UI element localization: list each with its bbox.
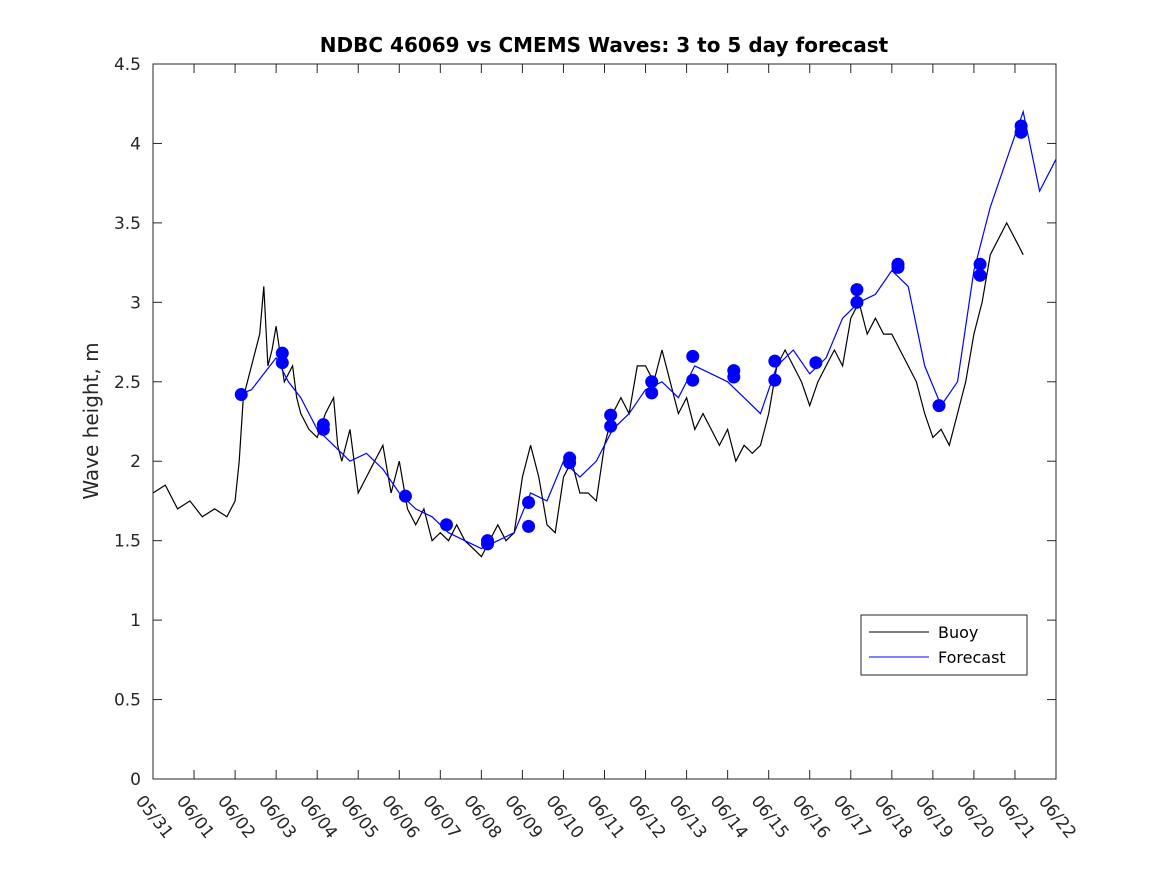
y-tick-label: 3.5: [114, 214, 141, 234]
y-tick-label: 4.5: [114, 55, 141, 75]
legend-box: [860, 614, 1028, 676]
forecast-marker: [973, 257, 987, 271]
forecast-marker: [234, 387, 248, 401]
forecast-marker: [275, 356, 289, 370]
forecast-marker: [522, 496, 536, 510]
forecast-marker: [398, 489, 412, 503]
y-tick-label: 2: [130, 452, 141, 472]
forecast-marker: [768, 354, 782, 368]
legend-buoy-label: Buoy: [938, 623, 978, 642]
forecast-marker: [727, 370, 741, 384]
forecast-marker: [481, 537, 495, 551]
forecast-marker: [686, 349, 700, 363]
y-tick-label: 3: [130, 293, 141, 313]
forecast-marker: [891, 260, 905, 274]
legend: Buoy Forecast: [860, 614, 1028, 676]
forecast-marker: [645, 386, 659, 400]
y-tick-label: 1: [130, 611, 141, 631]
forecast-marker: [604, 419, 618, 433]
y-tick-label: 0: [130, 770, 141, 790]
chart-title: NDBC 46069 vs CMEMS Waves: 3 to 5 day fo…: [320, 33, 889, 57]
forecast-marker: [1014, 125, 1028, 139]
legend-forecast-label: Forecast: [938, 648, 1006, 667]
forecast-marker: [439, 518, 453, 532]
forecast-marker: [316, 422, 330, 436]
y-tick-label: 4: [130, 134, 141, 154]
forecast-marker: [768, 373, 782, 387]
y-axis-label: Wave height, m: [79, 342, 103, 499]
forecast-marker: [973, 268, 987, 282]
y-tick-label: 1.5: [114, 532, 141, 552]
forecast-marker: [809, 356, 823, 370]
y-tick-label: 2.5: [114, 373, 141, 393]
forecast-marker: [932, 399, 946, 413]
forecast-marker: [522, 519, 536, 533]
forecast-marker: [850, 283, 864, 297]
forecast-marker: [850, 295, 864, 309]
forecast-marker: [686, 373, 700, 387]
series-line-buoy: [152, 221, 1024, 558]
forecast-marker: [645, 375, 659, 389]
forecast-marker: [275, 346, 289, 360]
y-tick-label: 0.5: [114, 691, 141, 711]
series-line-forecast: [238, 109, 1057, 550]
forecast-marker: [563, 456, 577, 470]
forecast-marker: [604, 408, 618, 422]
